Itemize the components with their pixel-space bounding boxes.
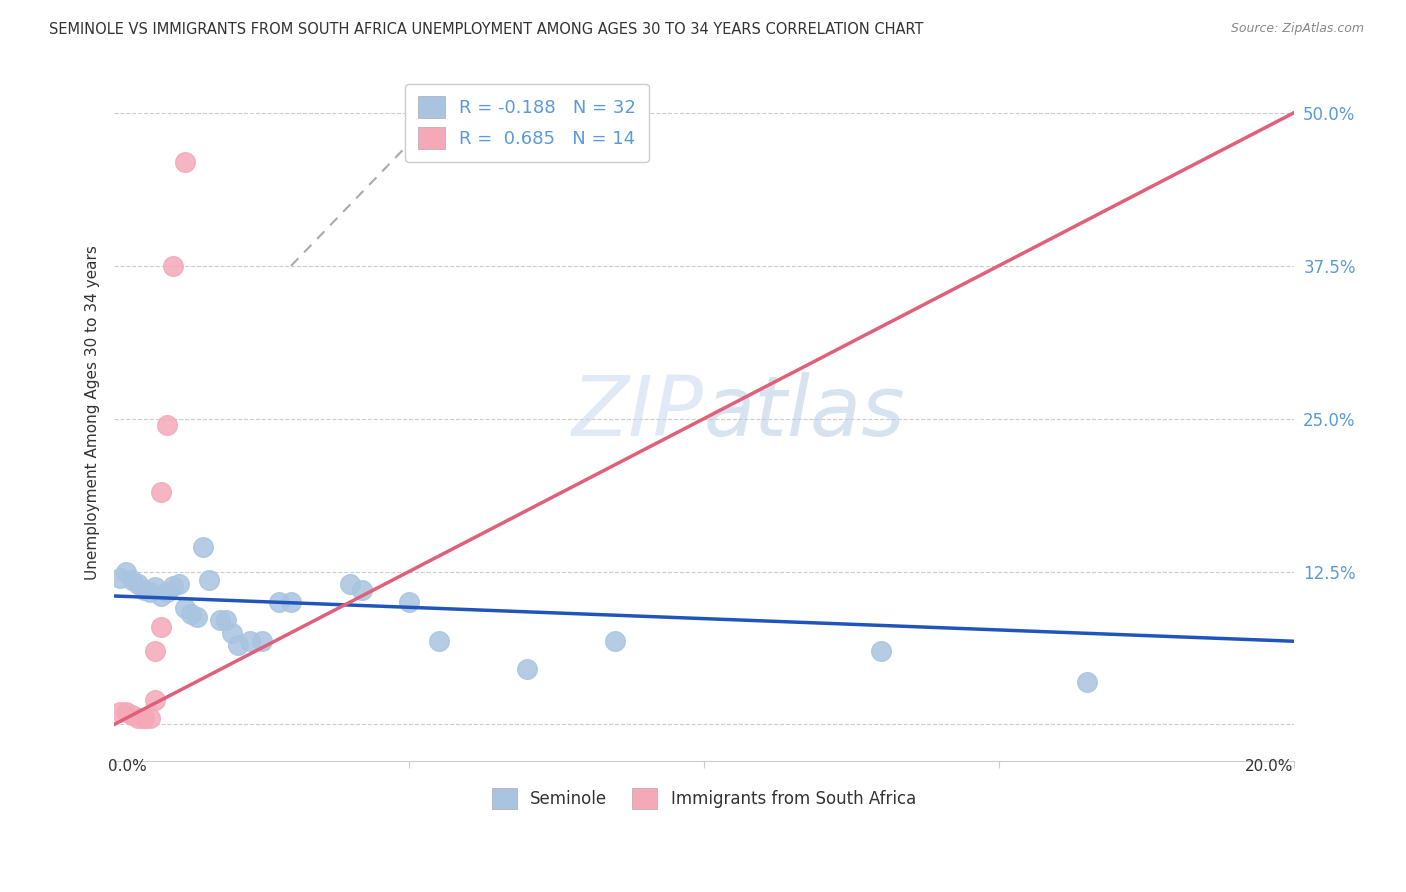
- Text: SEMINOLE VS IMMIGRANTS FROM SOUTH AFRICA UNEMPLOYMENT AMONG AGES 30 TO 34 YEARS : SEMINOLE VS IMMIGRANTS FROM SOUTH AFRICA…: [49, 22, 924, 37]
- Point: [162, 259, 184, 273]
- Point: [127, 711, 149, 725]
- Point: [115, 565, 138, 579]
- Point: [427, 634, 450, 648]
- Point: [191, 540, 214, 554]
- Point: [197, 573, 219, 587]
- Point: [115, 705, 138, 719]
- Legend: Seminole, Immigrants from South Africa: Seminole, Immigrants from South Africa: [485, 781, 922, 815]
- Point: [156, 417, 179, 432]
- Point: [108, 571, 131, 585]
- Point: [215, 614, 238, 628]
- Point: [209, 614, 232, 628]
- Text: atlas: atlas: [704, 372, 905, 453]
- Point: [350, 582, 373, 597]
- Point: [162, 579, 184, 593]
- Point: [145, 644, 167, 658]
- Point: [221, 625, 243, 640]
- Point: [1076, 674, 1098, 689]
- Point: [339, 576, 361, 591]
- Point: [145, 693, 167, 707]
- Point: [150, 619, 173, 633]
- Point: [174, 601, 197, 615]
- Text: Source: ZipAtlas.com: Source: ZipAtlas.com: [1230, 22, 1364, 36]
- Point: [108, 705, 131, 719]
- Point: [145, 581, 167, 595]
- Point: [127, 576, 149, 591]
- Point: [132, 582, 155, 597]
- Point: [186, 609, 208, 624]
- Point: [239, 634, 262, 648]
- Point: [180, 607, 202, 622]
- Point: [150, 589, 173, 603]
- Text: ZIP: ZIP: [572, 372, 704, 453]
- Y-axis label: Unemployment Among Ages 30 to 34 years: Unemployment Among Ages 30 to 34 years: [86, 245, 100, 580]
- Point: [269, 595, 291, 609]
- Point: [150, 485, 173, 500]
- Point: [138, 585, 160, 599]
- Point: [605, 634, 627, 648]
- Point: [156, 585, 179, 599]
- Point: [121, 707, 143, 722]
- Point: [516, 662, 538, 676]
- Text: 0.0%: 0.0%: [108, 758, 148, 773]
- Point: [226, 638, 249, 652]
- Text: 20.0%: 20.0%: [1246, 758, 1294, 773]
- Point: [174, 154, 197, 169]
- Point: [869, 644, 891, 658]
- Point: [398, 595, 420, 609]
- Point: [132, 711, 155, 725]
- Point: [121, 573, 143, 587]
- Point: [138, 711, 160, 725]
- Point: [167, 576, 190, 591]
- Point: [280, 595, 302, 609]
- Point: [132, 711, 155, 725]
- Point: [250, 634, 273, 648]
